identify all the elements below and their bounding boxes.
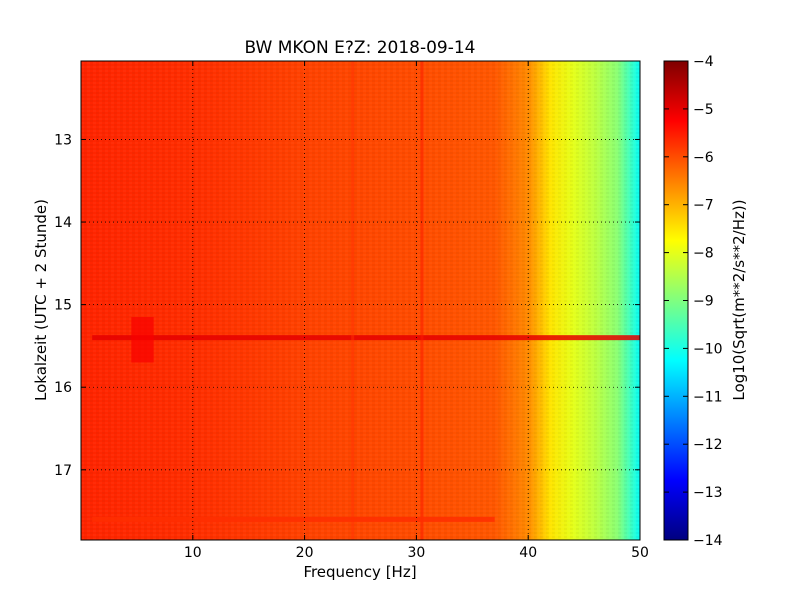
colorbar: −4 −5 −6 −7 −8 −9 −10 −11 −12 −13 −14 Log10(Sqrt(m… [663, 54, 748, 549]
colorbar-tick-label: −4 [693, 54, 714, 70]
colorbar-ticks: −4 −5 −6 −7 −8 −9 −10 −11 −12 −13 −14 [664, 54, 723, 549]
x-tick-label: 50 [631, 545, 649, 561]
y-tick-label: 14 [54, 215, 72, 231]
feature-vertical-line [420, 61, 424, 540]
y-tick-label: 15 [54, 298, 72, 314]
colorbar-label: Log10(Sqrt(m**2/s**2/Hz)) [730, 199, 748, 400]
x-axis-ticks: 10 20 30 40 50 [184, 61, 649, 561]
colorbar-tick-label: −8 [693, 246, 714, 262]
feature-patch [131, 317, 154, 363]
colorbar-tick-label: −5 [693, 102, 714, 118]
chart-title: BW MKON E?Z: 2018-09-14 [245, 38, 476, 58]
feature-vertical-line [351, 61, 355, 540]
colorbar-tick-label: −11 [693, 389, 723, 405]
y-axis-label: Lokalzeit (UTC + 2 Stunde) [32, 199, 50, 401]
spectral-features [92, 61, 641, 540]
colorbar-tick-label: −6 [693, 150, 714, 166]
colorbar-tick-label: −7 [693, 198, 714, 214]
y-axis-ticks: 13 14 15 16 17 [54, 132, 640, 479]
colorbar-tick-label: −10 [693, 341, 723, 357]
y-tick-label: 13 [54, 132, 72, 148]
y-tick-label: 17 [54, 463, 72, 479]
colorbar-tick-label: −9 [693, 294, 714, 310]
x-tick-label: 30 [407, 545, 425, 561]
x-tick-label: 40 [519, 545, 537, 561]
plot-area: 10 20 30 40 50 13 14 15 16 17 [54, 60, 649, 561]
y-tick-label: 16 [54, 380, 72, 396]
feature-horizontal-band [92, 516, 495, 522]
spectrogram-texture [81, 61, 640, 540]
plot-frame [80, 60, 641, 541]
x-axis-label: Frequency [Hz] [303, 563, 416, 581]
x-tick-label: 10 [184, 545, 202, 561]
colorbar-tick-label: −14 [693, 533, 723, 549]
x-tick-label: 20 [296, 545, 314, 561]
feature-horizontal-band [92, 335, 641, 341]
colorbar-tick-label: −12 [693, 437, 723, 453]
colorbar-tick-label: −13 [693, 485, 723, 501]
